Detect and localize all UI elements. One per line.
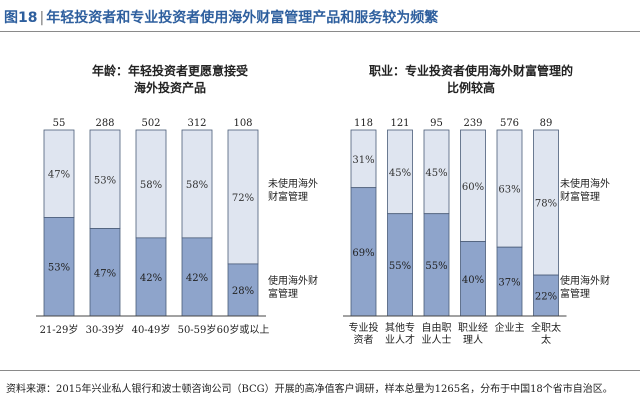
sample-size-1-0: 118 [354,118,373,129]
label-used-0-4: 28% [232,286,254,297]
label-not-used-1-4: 63% [498,185,520,196]
label-not-used-1-0: 31% [352,155,374,166]
category-label-1-3-0: 职业经 [458,321,488,334]
bar-not-used-1-3 [460,129,486,242]
figure-title-text: 年轻投资者和专业投资者使用海外财富管理产品和服务较为频繁 [46,10,439,26]
legend-0-1-line-1: 使用海外财 [268,274,318,287]
figure-label: 图18 [4,10,38,26]
legend-1-1-line-1: 使用海外财 [560,274,610,287]
sample-size-1-4: 576 [500,118,519,129]
legend-0-0-line-2: 财富管理 [268,190,308,203]
category-label-0-2: 40-49岁 [132,323,171,336]
category-label-1-0-1: 资者 [354,334,374,346]
label-not-used-1-2: 45% [425,168,447,179]
bar-not-used-1-1 [387,129,413,215]
category-label-1-3-1: 理人 [463,334,483,346]
label-used-0-0: 53% [48,263,70,274]
label-not-used-0-1: 53% [94,175,116,186]
title-separator: | [39,10,45,26]
bar-used-0-0 [43,217,75,317]
category-label-0-0: 21-29岁 [40,323,79,336]
label-not-used-1-3: 60% [462,182,484,193]
label-not-used-0-0: 47% [48,170,70,181]
right-panel-title-line-2: 比例较高 [446,81,495,95]
right-panel-title-line-1: 职业：专业投资者使用海外财富管理的 [368,64,573,78]
bar-not-used-0-0 [43,129,75,218]
sample-size-0-0: 55 [53,118,66,129]
label-not-used-1-1: 45% [389,168,411,179]
label-used-1-0: 69% [352,248,374,259]
bar-used-1-2 [423,213,450,317]
sample-size-0-4: 108 [233,118,252,129]
sample-size-1-2: 95 [430,118,443,129]
category-label-0-3: 50-59岁 [178,323,217,336]
bar-used-1-4 [496,246,523,317]
bar-not-used-0-4 [227,129,259,265]
right-panel-title: 职业：专业投资者使用海外财富管理的 比例较高 [326,63,616,97]
bar-not-used-1-2 [423,129,450,215]
legend-1-0-line-2: 财富管理 [560,190,600,203]
category-label-1-5-1: 太 [541,333,551,346]
left-panel-title: 年龄：年轻投资者更愿意接受 海外投资产品 [50,63,290,97]
label-used-1-2: 55% [425,261,447,272]
category-label-1-0-0: 专业投 [349,321,379,334]
category-label-0-1: 30-39岁 [86,323,125,336]
legend-1-0-line-1: 未使用海外 [560,177,610,190]
top-rule [0,31,640,32]
bar-used-0-1 [89,228,121,317]
bar-used-1-0 [350,187,377,317]
category-label-1-1-0: 其他专 [385,321,415,334]
label-used-1-3: 40% [462,275,484,286]
label-used-0-1: 47% [94,268,116,279]
bar-used-1-3 [460,241,486,317]
sample-size-0-2: 502 [141,118,160,129]
left-panel-title-line-1: 年龄：年轻投资者更愿意接受 [91,64,248,78]
bar-used-1-1 [387,213,413,317]
source-note: 资料来源：2015年兴业私人银行和波士顿咨询公司（BCG）开展的高净值客户调研，… [6,384,613,395]
legend-1-1-line-2: 富管理 [560,287,590,300]
category-label-1-5-0: 全职太 [531,321,561,334]
label-not-used-0-2: 58% [140,180,162,191]
category-label-1-2-0: 自由职 [422,321,452,334]
bar-not-used-1-4 [496,129,523,248]
sample-size-1-3: 239 [463,118,482,129]
bar-not-used-1-5 [533,129,559,276]
label-used-1-5: 22% [535,292,557,303]
label-used-0-3: 42% [186,273,208,284]
bottom-rule [0,370,640,371]
figure-title: 图18 | 年轻投资者和专业投资者使用海外财富管理产品和服务较为频繁 [4,7,438,27]
label-not-used-0-4: 72% [232,193,254,204]
category-label-0-4: 60岁或以上 [217,323,270,336]
legend-0-0-line-1: 未使用海外 [268,177,318,190]
category-label-1-2-1: 业人士 [422,333,452,346]
left-panel-title-line-2: 海外投资产品 [133,81,206,95]
label-not-used-1-5: 78% [535,199,557,210]
sample-size-0-3: 312 [187,118,206,129]
bar-not-used-1-0 [350,129,377,189]
sample-size-0-1: 288 [95,118,114,129]
bar-used-1-5 [533,274,559,317]
bar-used-0-4 [227,263,259,317]
legend-0-1-line-2: 富管理 [268,287,298,300]
sample-size-1-1: 121 [390,118,409,129]
category-label-1-1-1: 业人才 [385,333,415,346]
label-used-1-1: 55% [389,261,411,272]
category-label-1-4-0: 企业主 [495,321,525,334]
bar-not-used-0-1 [89,129,121,229]
label-not-used-0-3: 58% [186,180,208,191]
label-used-0-2: 42% [140,273,162,284]
label-used-1-4: 37% [498,278,520,289]
bar-not-used-0-2 [135,129,167,239]
sample-size-1-5: 89 [540,118,553,129]
